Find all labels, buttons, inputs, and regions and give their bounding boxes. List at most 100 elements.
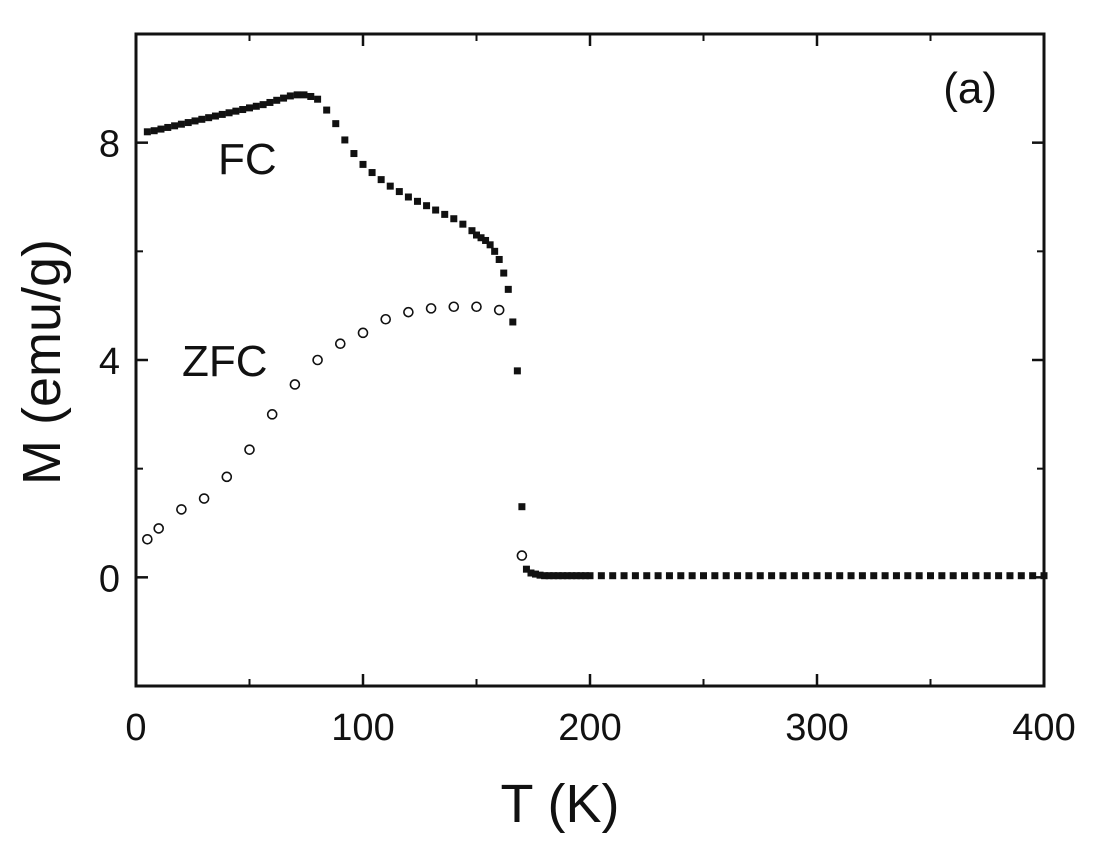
fc-data-point — [972, 572, 980, 580]
x-tick-label: 300 — [785, 707, 848, 749]
fc-data-point — [1017, 572, 1025, 580]
fc-data-point — [477, 234, 485, 242]
zfc-data-point — [289, 379, 301, 390]
zfc-data-point — [334, 338, 346, 350]
fc-data-point — [377, 176, 385, 184]
fc-data-point — [665, 572, 673, 580]
fc-data-point — [441, 210, 449, 218]
x-tick-label: 100 — [331, 707, 394, 749]
panel-label: (a) — [943, 64, 997, 113]
fc-data-point — [688, 572, 696, 580]
x-axis-label: T (K) — [501, 774, 620, 834]
fc-data-point — [522, 565, 530, 573]
fc-data-point — [768, 572, 776, 580]
fc-data-point — [486, 241, 494, 249]
fc-data-point — [423, 202, 431, 210]
fc-data-point — [734, 572, 742, 580]
fc-data-point — [870, 572, 878, 580]
fc-data-point — [756, 572, 764, 580]
fc-data-point — [813, 572, 821, 580]
fc-data-point — [286, 92, 294, 100]
fc-data-point — [259, 101, 267, 109]
fc-data-point — [711, 572, 719, 580]
fc-data-point — [790, 572, 798, 580]
series-zfc — [142, 301, 528, 561]
fc-data-point — [468, 227, 476, 235]
fc-data-point — [232, 107, 240, 115]
plot-frame — [134, 32, 1046, 688]
fc-data-point — [949, 572, 957, 580]
fc-data-point — [332, 120, 340, 128]
fc-data-point — [904, 572, 912, 580]
fc-data-point — [500, 269, 508, 277]
fc-data-point — [171, 122, 179, 130]
fc-data-point — [273, 96, 281, 104]
fc-data-point — [541, 572, 549, 580]
fc-data-point — [643, 572, 651, 580]
fc-data-point — [218, 110, 226, 118]
fc-data-point — [779, 572, 787, 580]
fc-data-point — [631, 572, 639, 580]
y-tick-label: 8 — [99, 124, 120, 166]
y-tick-label: 0 — [99, 558, 120, 600]
fc-data-point — [450, 215, 458, 223]
zfc-data-point — [198, 493, 210, 504]
fc-data-point — [745, 572, 753, 580]
fc-data-point — [184, 119, 192, 127]
fc-data-point — [536, 571, 544, 579]
fc-data-point — [177, 120, 185, 128]
fc-data-point — [205, 114, 213, 122]
fc-data-point — [150, 127, 158, 135]
x-tick-label: 0 — [125, 707, 146, 749]
fc-data-point — [509, 318, 517, 326]
fc-data-point — [246, 104, 253, 112]
fc-data-point — [157, 125, 165, 133]
fc-data-point — [609, 572, 617, 580]
fc-data-point — [915, 572, 923, 580]
fc-data-point — [266, 98, 274, 106]
fc-data-point — [293, 91, 301, 99]
fc-data-point — [432, 206, 440, 214]
fc-data-point — [459, 220, 467, 228]
zfc-data-point — [266, 409, 278, 420]
fc-data-point — [239, 106, 247, 114]
fc-data-point — [198, 115, 206, 123]
fc-data-point — [654, 572, 662, 580]
x-tick-label: 200 — [558, 707, 621, 749]
zfc-data-point — [471, 301, 482, 313]
fc-data-point — [482, 236, 490, 244]
x-tick-labels: 0 100 200 300 400 — [125, 707, 1075, 749]
zfc-data-point — [425, 303, 437, 314]
y-tick-label: 4 — [99, 341, 120, 383]
zfc-data-point — [403, 306, 414, 318]
fc-data-point — [677, 572, 685, 580]
fc-data-point — [307, 92, 315, 100]
fc-data-point — [314, 95, 322, 103]
x-tick-label: 400 — [1012, 707, 1075, 749]
fc-data-point — [927, 572, 934, 580]
fc-data-point — [892, 572, 900, 580]
fc-data-point — [563, 572, 571, 580]
fc-data-point — [368, 169, 376, 177]
fc-data-point — [881, 572, 889, 580]
fc-data-point — [824, 572, 832, 580]
fc-data-point — [961, 572, 969, 580]
fc-data-point — [572, 572, 580, 580]
fc-data-point — [211, 112, 219, 120]
zfc-data-point — [357, 327, 369, 339]
zfc-data-point — [244, 444, 255, 455]
fc-data-point — [568, 572, 576, 580]
fc-data-point — [983, 572, 991, 580]
fc-data-point — [191, 117, 199, 125]
fc-data-point — [495, 255, 503, 263]
fc-data-point — [545, 572, 553, 580]
zfc-data-point — [153, 523, 164, 534]
fc-data-point — [323, 106, 331, 114]
zfc-data-point — [142, 533, 153, 545]
zfc-data-point — [493, 304, 505, 316]
y-tick-labels: 0 4 8 — [99, 124, 120, 601]
fc-data-point — [386, 182, 394, 190]
fc-data-point — [518, 503, 526, 511]
